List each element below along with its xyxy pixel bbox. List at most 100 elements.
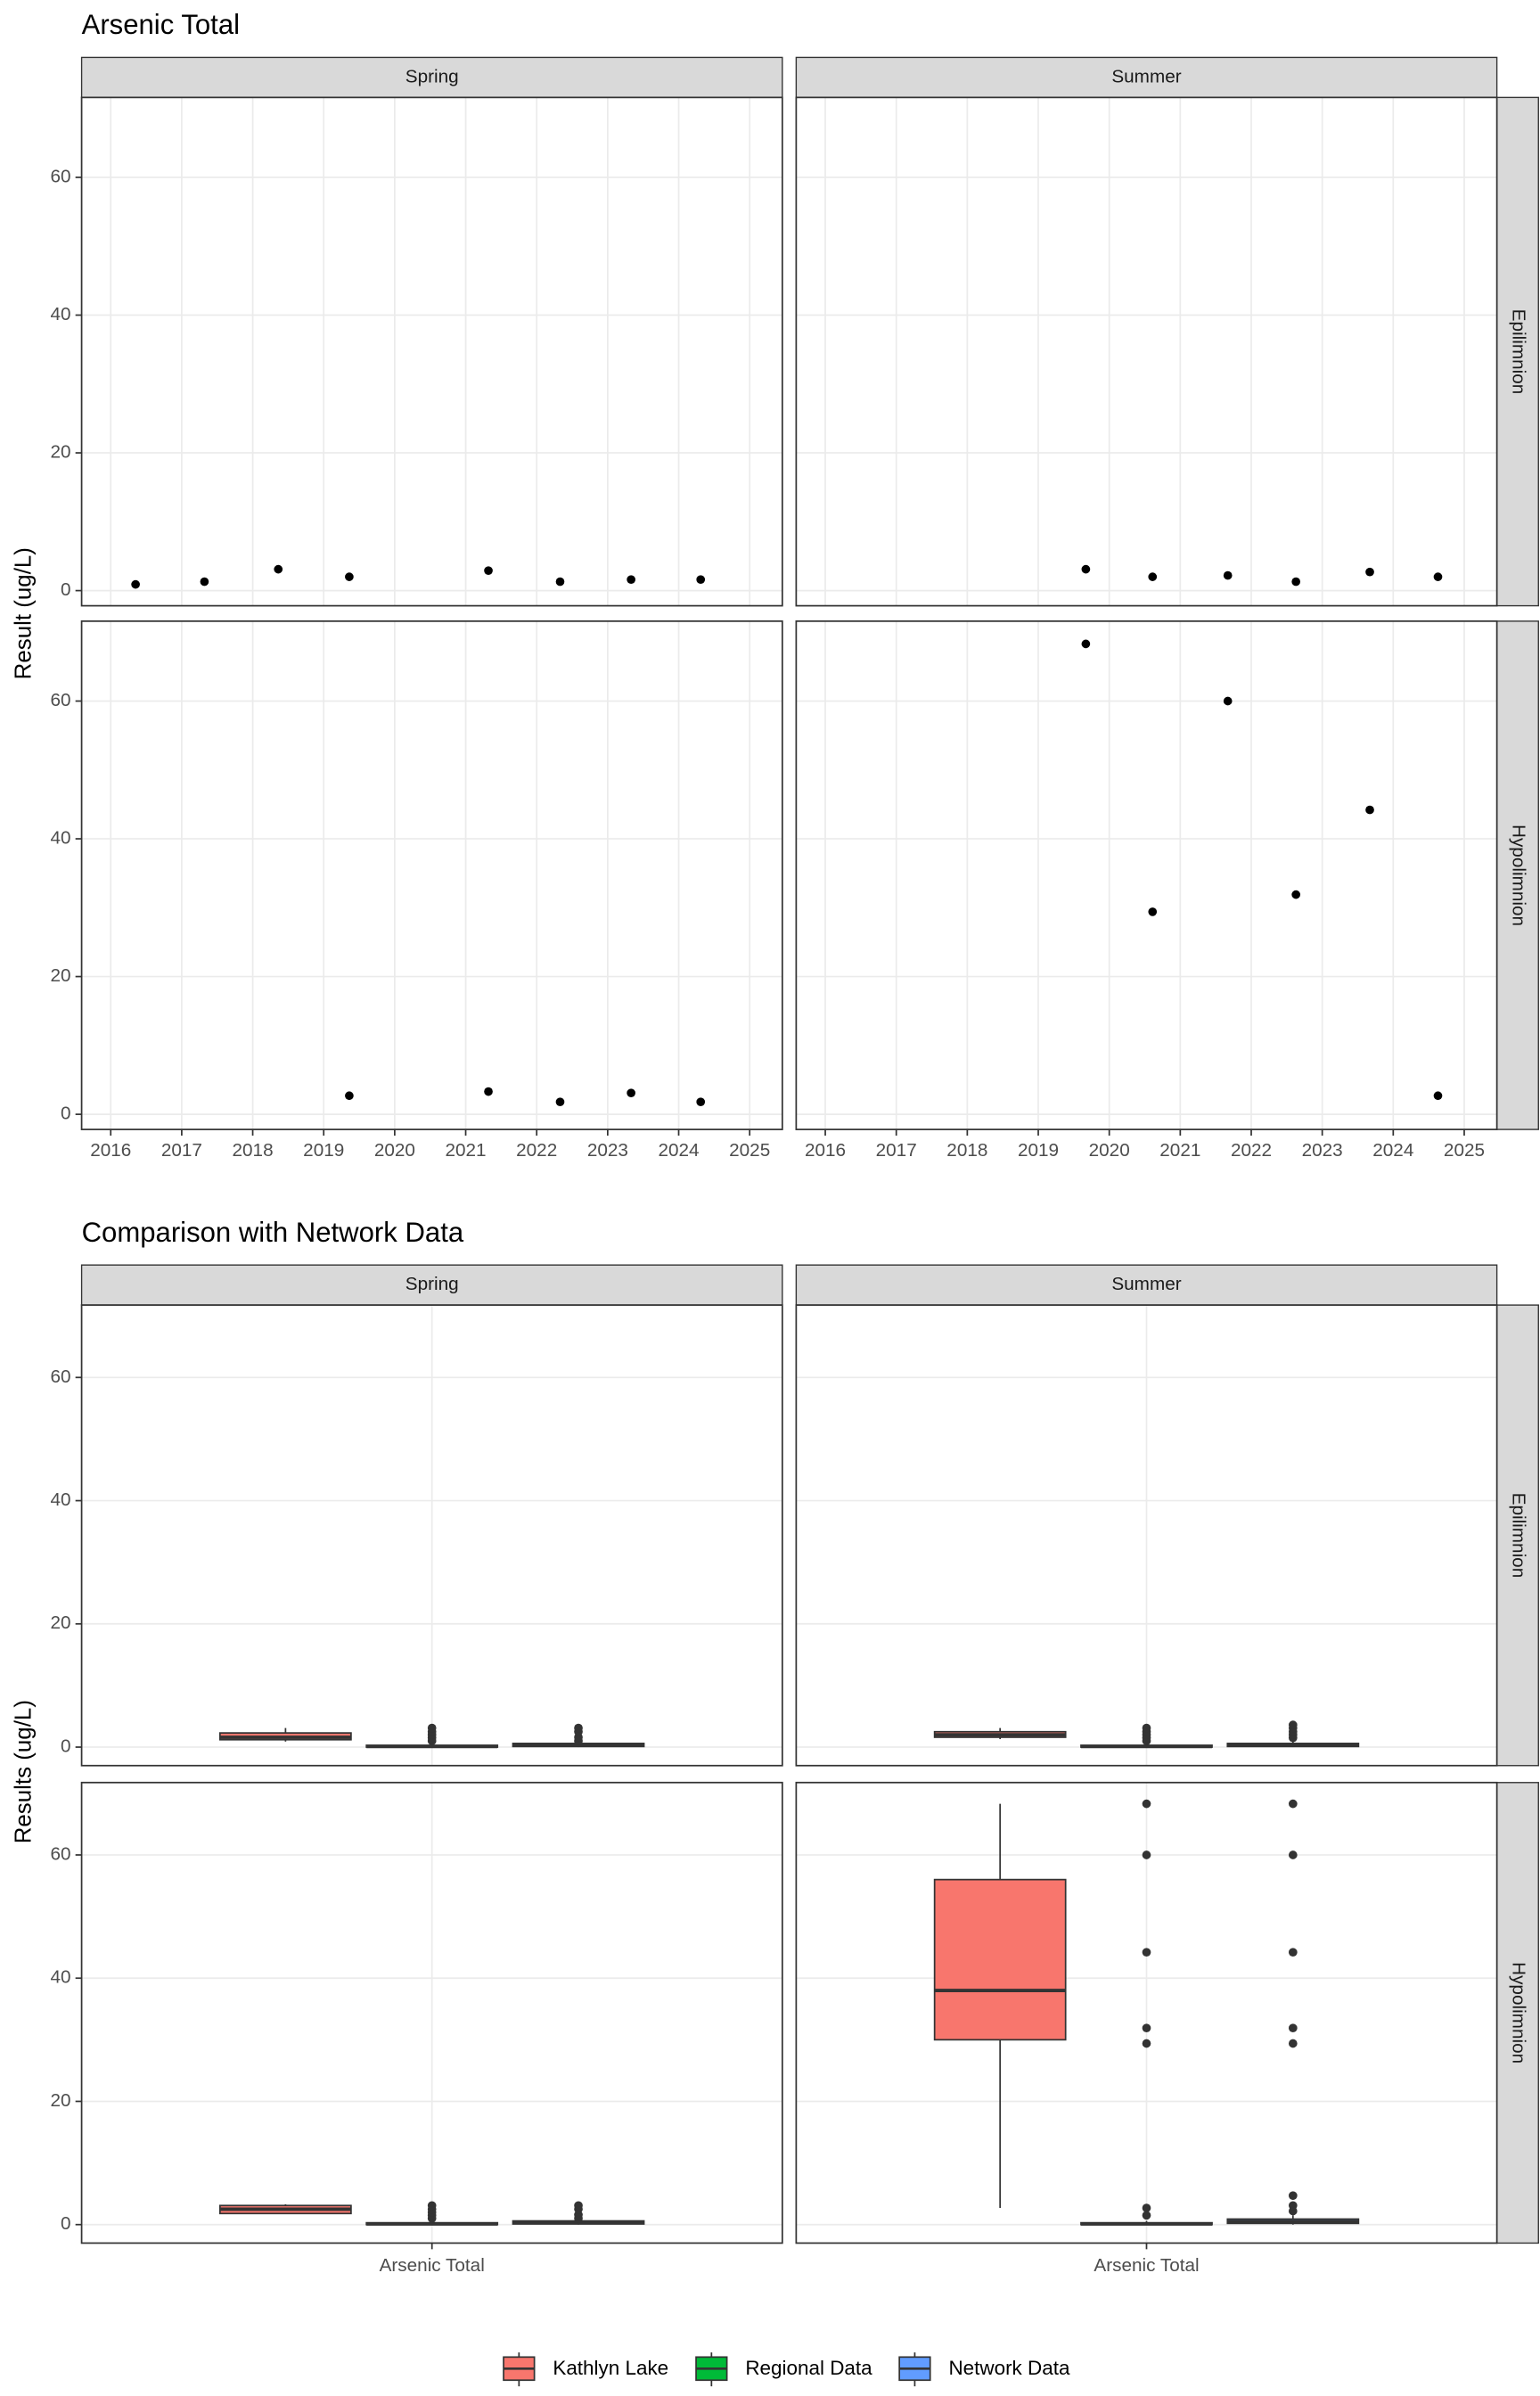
x-tick-label: 2017 xyxy=(876,1140,917,1161)
outlier xyxy=(1288,2201,1298,2211)
point xyxy=(1365,567,1374,577)
point xyxy=(1081,639,1091,649)
column-strip xyxy=(80,56,783,99)
point xyxy=(555,1097,565,1107)
y-tick-label: 20 xyxy=(50,2090,70,2111)
y-tick-label: 0 xyxy=(61,579,71,600)
column-strip-label: Spring xyxy=(405,1274,459,1294)
outlier xyxy=(1142,1948,1151,1957)
x-tick-label: 2023 xyxy=(587,1140,628,1161)
point xyxy=(484,1087,493,1096)
point xyxy=(1148,572,1158,581)
outlier xyxy=(1288,1799,1298,1809)
point xyxy=(1365,805,1374,815)
y-axis-label: Results (ug/L) xyxy=(11,1700,36,1843)
point xyxy=(555,577,565,587)
point xyxy=(627,1088,635,1097)
x-tick-label: 2022 xyxy=(516,1140,557,1161)
y-tick-label: 40 xyxy=(50,1489,70,1510)
x-tick-label: 2025 xyxy=(729,1140,770,1161)
point xyxy=(1291,890,1301,899)
legend-label: Network Data xyxy=(948,2357,1070,2379)
outlier xyxy=(1288,1850,1298,1859)
chart-title: Comparison with Network Data xyxy=(82,1217,464,1248)
outlier xyxy=(1142,1723,1151,1733)
chart-title: Arsenic Total xyxy=(82,9,240,40)
point xyxy=(345,1091,354,1101)
outlier xyxy=(1142,1850,1151,1859)
x-tick-label: 2017 xyxy=(161,1140,202,1161)
column-strip xyxy=(795,1264,1498,1306)
point xyxy=(131,579,140,589)
x-tick-label: 2023 xyxy=(1302,1140,1343,1161)
panel xyxy=(796,620,1497,1130)
x-tick-label: Arsenic Total xyxy=(1094,2255,1199,2276)
y-tick-label: 40 xyxy=(50,828,70,849)
row-strip-label: Hypolimnion xyxy=(1508,1962,1528,2064)
point xyxy=(1291,577,1301,587)
x-tick-label: 2024 xyxy=(658,1140,699,1161)
panel-border xyxy=(80,1781,783,2244)
outlier xyxy=(1142,2211,1151,2220)
point xyxy=(696,575,706,585)
row-strip-label: Epilimnion xyxy=(1508,1493,1528,1579)
legend-label: Kathlyn Lake xyxy=(553,2357,668,2379)
row-strip xyxy=(1495,96,1539,607)
column-strip-label: Summer xyxy=(1111,1274,1181,1294)
y-tick-label: 40 xyxy=(50,304,70,324)
outlier xyxy=(1142,2023,1151,2033)
column-strip-label: Summer xyxy=(1111,66,1181,86)
outlier xyxy=(1288,1948,1298,1957)
y-tick-label: 0 xyxy=(61,1104,71,1124)
outlier xyxy=(1142,1799,1151,1809)
y-tick-label: 60 xyxy=(50,166,70,186)
outlier xyxy=(427,1723,437,1733)
point xyxy=(1223,696,1233,706)
point xyxy=(274,564,283,574)
outlier xyxy=(427,2201,437,2211)
y-axis-label: Result (ug/L) xyxy=(11,547,36,679)
y-tick-label: 0 xyxy=(61,1736,71,1757)
x-tick-label: 2018 xyxy=(946,1140,987,1161)
panel-border xyxy=(80,1304,783,1767)
y-tick-label: 60 xyxy=(50,1366,70,1387)
outlier xyxy=(1288,1720,1298,1729)
legend-item: Kathlyn Lake xyxy=(503,2352,668,2387)
x-tick-label: 2016 xyxy=(90,1140,131,1161)
row-strip-label: Epilimnion xyxy=(1508,309,1528,395)
panel xyxy=(81,97,782,606)
x-tick-label: 2018 xyxy=(233,1140,274,1161)
y-tick-label: 40 xyxy=(50,1967,70,1988)
point xyxy=(696,1097,706,1107)
point xyxy=(345,572,354,581)
panel-border xyxy=(80,620,783,1130)
x-tick-label: 2016 xyxy=(805,1140,846,1161)
point xyxy=(1433,572,1443,581)
outlier xyxy=(1142,2203,1151,2212)
outlier xyxy=(1288,2023,1298,2033)
row-strip xyxy=(1495,1304,1539,1767)
row-strip-label: Hypolimnion xyxy=(1508,825,1528,926)
x-tick-label: 2019 xyxy=(1018,1140,1059,1161)
panel xyxy=(81,620,782,1130)
y-tick-label: 20 xyxy=(50,1612,70,1633)
legend-item: Network Data xyxy=(898,2352,1070,2387)
panel-border xyxy=(795,620,1498,1130)
x-tick-label: 2022 xyxy=(1231,1140,1272,1161)
column-strip-label: Spring xyxy=(405,66,459,86)
x-tick-label: 2024 xyxy=(1372,1140,1413,1161)
outlier xyxy=(574,1723,583,1733)
y-tick-label: 20 xyxy=(50,442,70,463)
column-strip xyxy=(80,1264,783,1306)
y-tick-label: 0 xyxy=(61,2213,71,2234)
panel-border xyxy=(795,1304,1498,1767)
x-tick-label: 2019 xyxy=(303,1140,344,1161)
x-tick-label: 2021 xyxy=(445,1140,486,1161)
x-tick-label: 2025 xyxy=(1444,1140,1485,1161)
row-strip xyxy=(1495,620,1539,1130)
y-tick-label: 60 xyxy=(50,1843,70,1864)
x-tick-label: 2021 xyxy=(1159,1140,1200,1161)
column-strip xyxy=(795,56,1498,99)
point xyxy=(1433,1091,1443,1101)
